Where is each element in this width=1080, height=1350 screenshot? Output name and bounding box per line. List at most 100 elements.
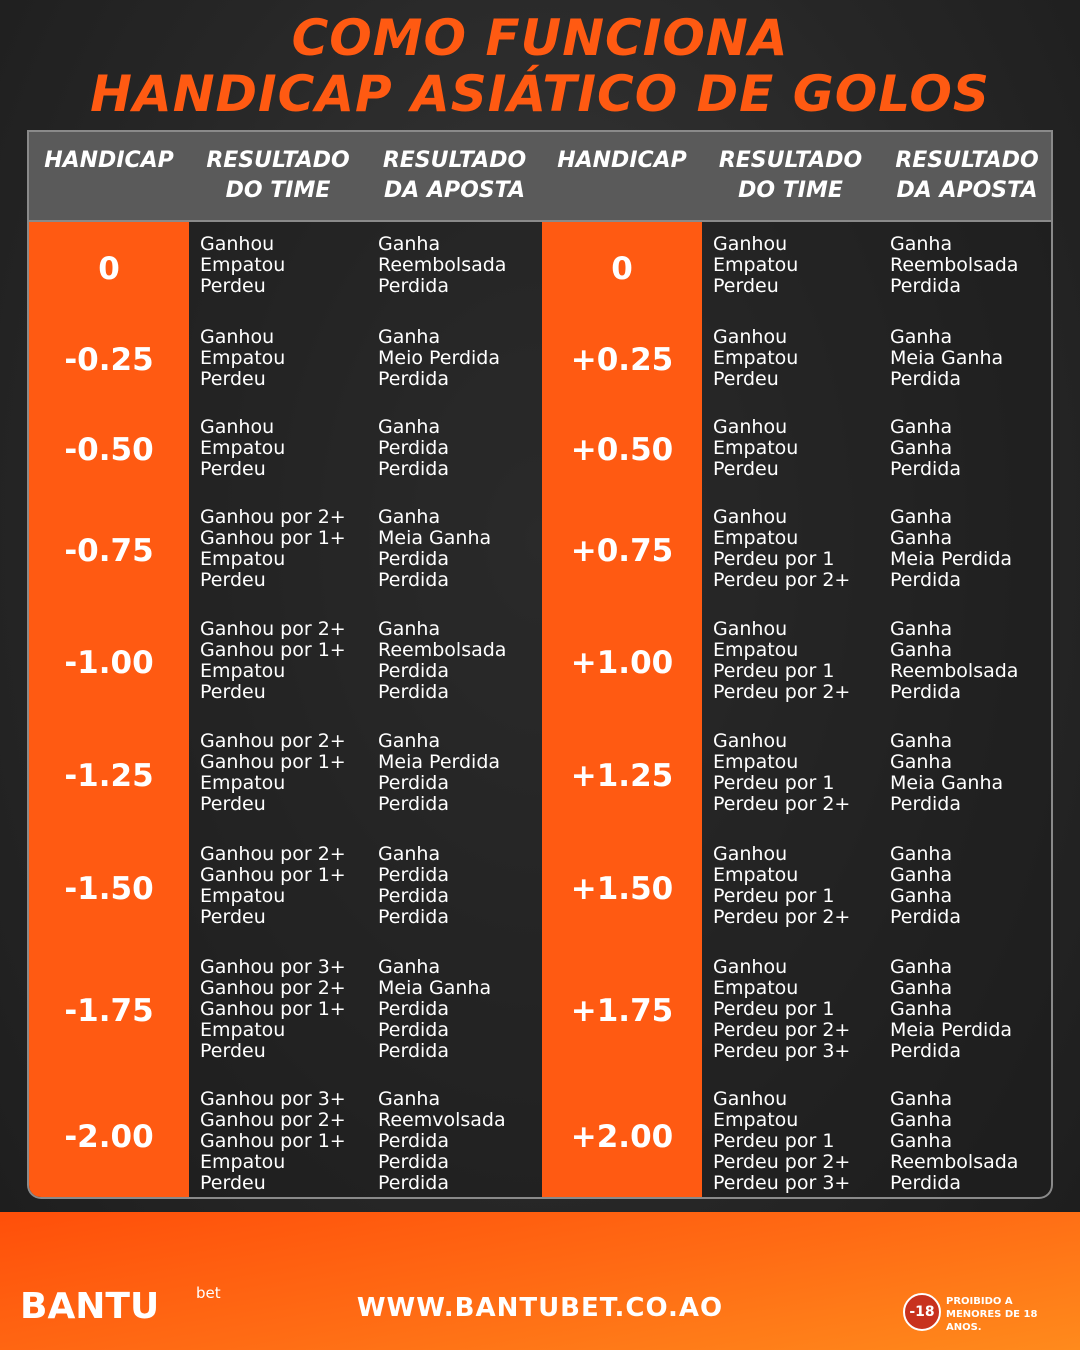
bet-result-cell: Ganha Perdida Perdida [367, 405, 542, 495]
header-cell: RESULTADO DO TIME [189, 132, 367, 220]
cell-line: Empatou [713, 347, 799, 369]
header-line: HANDICAP [557, 148, 687, 173]
cell-line: Ganhou [200, 416, 275, 438]
cell-line: Perdeu por 1 [713, 548, 835, 570]
cell-line: Perdida [378, 458, 449, 480]
cell-line: Perdida [890, 906, 961, 928]
cell-line: Perdida [378, 998, 449, 1020]
handicap-cell: +1.00 [542, 607, 702, 719]
cell-line: Perdida [378, 1019, 449, 1041]
cell-line: Ganha [890, 864, 953, 886]
cell-line: Perdida [378, 1151, 449, 1173]
cell-line: Perdeu [200, 458, 266, 480]
cell-line: Perdida [890, 569, 961, 591]
cell-line: Perdeu [200, 368, 266, 390]
cell-line: Reembolsada [890, 1151, 1019, 1173]
handicap-cell: +1.25 [542, 719, 702, 832]
cell-line: Perdida [378, 1130, 449, 1152]
cell-line: Ganha [890, 843, 953, 865]
cell-line: Perdida [890, 1040, 961, 1062]
header-cell: HANDICAP [542, 132, 702, 220]
cell-line: Empatou [200, 437, 286, 459]
cell-line: Meia Perdida [378, 751, 501, 773]
cell-line: Perdeu [200, 1040, 266, 1062]
cell-line: Ganha [890, 527, 953, 549]
title-line: HANDICAP ASIÁTICO DE GOLOS [90, 65, 990, 123]
bet-result-cell: Ganha Ganha Perdida [879, 405, 1051, 495]
cell-line: Ganha [890, 416, 953, 438]
cell-line: Meia Ganha [890, 772, 1004, 794]
cell-line: Perdida [378, 368, 449, 390]
cell-line: Perdida [890, 368, 961, 390]
cell-line: Ganhou por 3+ [200, 956, 346, 978]
team-result-cell: Ganhou por 2+ Ganhou por 1+ Empatou Perdeu [189, 495, 367, 607]
cell-line: Ganha [378, 1088, 441, 1110]
cell-line: Ganhou [713, 326, 788, 348]
team-result-cell: Ganhou Empatou Perdeu por 1 Perdeu por 2+ Pe… [702, 1077, 879, 1197]
cell-line: Ganha [890, 437, 953, 459]
cell-line: Ganhou por 2+ [200, 730, 346, 752]
cell-line: Perdeu [713, 458, 779, 480]
website-url[interactable]: WWW.BANTUBET.CO.AO [356, 1293, 724, 1323]
handicap-cell: -1.00 [29, 607, 189, 719]
cell-line: Perdida [378, 793, 449, 815]
cell-line: Meia Ganha [890, 347, 1004, 369]
handicap-cell: -2.00 [29, 1077, 189, 1197]
bet-result-cell: Ganha Meia Ganha Perdida Perdida [367, 495, 542, 607]
cell-line: Ganhou por 2+ [200, 1109, 346, 1131]
cell-line: Empatou [713, 437, 799, 459]
team-result-cell: Ganhou por 2+ Ganhou por 1+ Empatou Perdeu [189, 832, 367, 945]
team-result-cell: Ganhou Empatou Perdeu [189, 222, 367, 315]
bet-result-cell: Ganha Perdida Perdida Perdida [367, 832, 542, 945]
handicap-cell: -0.25 [29, 315, 189, 405]
cell-line: Perdida [890, 1172, 961, 1194]
cell-line: Empatou [713, 254, 799, 276]
cell-line: Ganhou por 1+ [200, 1130, 346, 1152]
cell-line: Empatou [713, 751, 799, 773]
bet-result-cell: Ganha Meio Perdida Perdida [367, 315, 542, 405]
cell-line: Perdida [378, 437, 449, 459]
cell-line: Ganhou [713, 1088, 788, 1110]
header-line: DA APOSTA [384, 178, 525, 203]
header-line: DO TIME [738, 178, 843, 203]
cell-line: Ganha [378, 956, 441, 978]
header-line: RESULTADO [382, 148, 527, 173]
cell-line: Ganha [378, 618, 441, 640]
cell-line: Reembolsada [378, 639, 507, 661]
cell-line: Ganha [378, 416, 441, 438]
handicap-cell: 0 [542, 222, 702, 315]
bet-result-cell: Ganha Ganha Meia Ganha Perdida [879, 719, 1051, 832]
handicap-cell: -0.50 [29, 405, 189, 495]
cell-line: Perdeu por 3+ [713, 1172, 851, 1194]
cell-line: Perdida [378, 864, 449, 886]
team-result-cell: Ganhou por 2+ Ganhou por 1+ Empatou Perdeu [189, 719, 367, 832]
cell-line: Empatou [200, 885, 286, 907]
cell-line: Reembolsada [890, 660, 1019, 682]
cell-line: Ganhou por 1+ [200, 751, 346, 773]
header-line: RESULTADO [895, 148, 1039, 173]
header-line: DO TIME [225, 178, 331, 203]
cell-line: Meio Perdida [378, 347, 501, 369]
cell-line: Ganhou [713, 730, 788, 752]
cell-line: Perdida [890, 275, 961, 297]
cell-line: Perdeu por 1 [713, 772, 835, 794]
handicap-cell: +0.50 [542, 405, 702, 495]
title: COMO FUNCIONA HANDICAP ASIÁTICO DE GOLOS [0, 10, 1080, 122]
cell-line: Perdida [378, 885, 449, 907]
handicap-cell: 0 [29, 222, 189, 315]
cell-line: Meia Ganha [378, 977, 492, 999]
cell-line: Ganha [890, 1109, 953, 1131]
team-result-cell: Ganhou por 3+ Ganhou por 2+ Ganhou por 1+ E… [189, 1077, 367, 1197]
cell-line: Perdida [890, 793, 961, 815]
team-result-cell: Ganhou Empatou Perdeu por 1 Perdeu por 2+ [702, 495, 879, 607]
cell-line: Perdeu por 2+ [713, 906, 851, 928]
cell-line: Ganha [890, 977, 953, 999]
bet-result-cell: Ganha Ganha Meia Perdida Perdida [879, 495, 1051, 607]
handicap-cell: +1.75 [542, 945, 702, 1077]
cell-line: Ganhou por 3+ [200, 1088, 346, 1110]
cell-line: Perdida [378, 1040, 449, 1062]
cell-line: Perdida [378, 681, 449, 703]
header-line: RESULTADO [718, 148, 863, 173]
header-cell: RESULTADO DA APOSTA [879, 132, 1055, 220]
